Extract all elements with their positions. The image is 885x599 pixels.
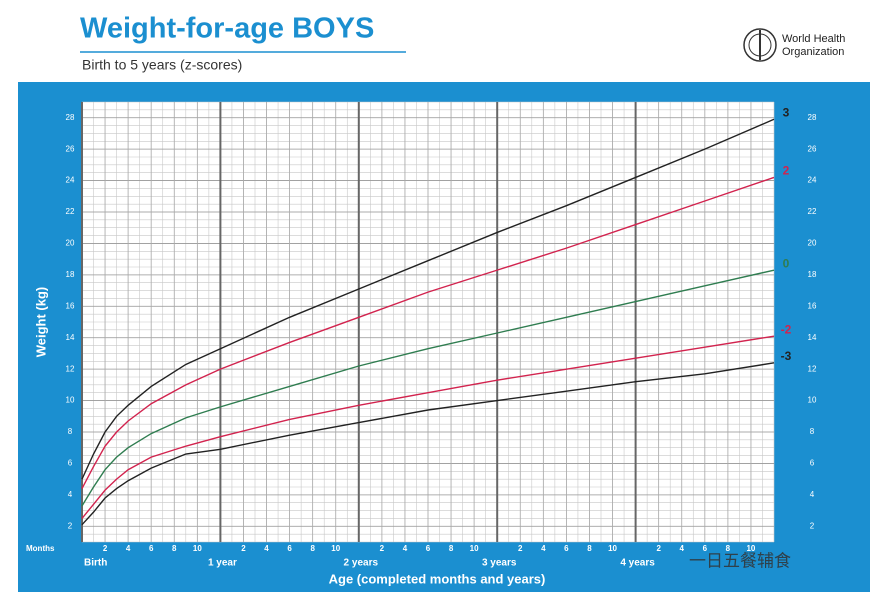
y-tick-label: 24: [808, 176, 817, 185]
series-line: [81, 362, 775, 526]
x-tick-label: 8: [587, 544, 592, 553]
x-tick-label: 2: [241, 544, 246, 553]
y-tick-label: 2: [68, 521, 73, 530]
y-tick-label: 22: [808, 207, 817, 216]
x-tick-label: 1 year: [208, 558, 237, 569]
who-logo: World Health Organization: [743, 28, 845, 62]
y-tick-label: 10: [66, 396, 75, 405]
series-line: [81, 269, 775, 507]
logo-text: Organization: [782, 46, 844, 58]
x-tick-label: Birth: [84, 558, 107, 569]
x-tick-label: 8: [449, 544, 454, 553]
x-tick-label: 4: [680, 544, 685, 553]
y-tick-label: 18: [66, 270, 75, 279]
y-tick-label: 22: [66, 207, 75, 216]
series-label: -3: [781, 349, 792, 363]
series-line: [81, 118, 775, 480]
x-tick-label: 6: [426, 544, 431, 553]
x-tick-label: 6: [564, 544, 569, 553]
y-tick-label: 26: [66, 144, 75, 153]
x-tick-label: 2: [103, 544, 108, 553]
x-tick-label: 4: [126, 544, 131, 553]
x-axis-label: Age (completed months and years): [329, 571, 546, 586]
x-tick-label: 8: [310, 544, 315, 553]
series-line: [81, 335, 775, 519]
y-tick-label: 16: [66, 301, 75, 310]
x-tick-label: 10: [470, 544, 479, 553]
x-tick-label: 4: [403, 544, 408, 553]
x-tick-label: 6: [149, 544, 154, 553]
y-tick-label: 18: [808, 270, 817, 279]
watermark: 一日五餐辅食: [689, 551, 791, 570]
y-tick-label: 14: [66, 333, 75, 342]
y-tick-label: 28: [66, 113, 75, 122]
x-tick-label: 10: [193, 544, 202, 553]
y-tick-label: 12: [808, 364, 817, 373]
x-tick-label: 4 years: [620, 558, 655, 569]
x-tick-label: 4: [264, 544, 269, 553]
x-tick-label: 2: [380, 544, 385, 553]
x-unit-label: Months: [26, 544, 55, 553]
x-tick-label: 6: [703, 544, 708, 553]
y-tick-label: 4: [68, 490, 73, 499]
y-tick-label: 6: [810, 459, 815, 468]
y-tick-label: 8: [68, 427, 73, 436]
y-tick-label: 26: [808, 144, 817, 153]
x-tick-label: 6: [287, 544, 292, 553]
y-tick-label: 20: [808, 239, 817, 248]
x-tick-label: 10: [746, 544, 755, 553]
series-line: [81, 176, 775, 489]
y-tick-label: 20: [66, 239, 75, 248]
x-tick-label: 8: [726, 544, 731, 553]
series-label: -2: [781, 322, 792, 336]
chart-title: Weight-for-age BOYS: [80, 13, 374, 45]
x-tick-label: 10: [331, 544, 340, 553]
x-tick-label: 10: [608, 544, 617, 553]
y-tick-label: 16: [808, 301, 817, 310]
y-tick-label: 8: [810, 427, 815, 436]
x-tick-label: 2 years: [344, 558, 379, 569]
y-tick-label: 24: [66, 176, 75, 185]
x-tick-label: 3 years: [482, 558, 517, 569]
y-tick-label: 14: [808, 333, 817, 342]
chart-subtitle: Birth to 5 years (z-scores): [82, 57, 242, 73]
y-tick-label: 2: [810, 521, 815, 530]
series-label: 0: [783, 256, 790, 270]
y-tick-label: 12: [66, 364, 75, 373]
y-tick-label: 4: [810, 490, 815, 499]
series-label: 3: [783, 105, 790, 119]
x-tick-label: 2: [656, 544, 661, 553]
y-tick-label: 6: [68, 459, 73, 468]
x-tick-label: 2: [518, 544, 523, 553]
x-tick-label: 4: [541, 544, 546, 553]
series-label: 2: [783, 164, 790, 178]
y-tick-label: 10: [808, 396, 817, 405]
logo-text: World Health: [782, 33, 845, 45]
x-tick-label: 8: [172, 544, 177, 553]
y-axis-label: Weight (kg): [33, 287, 48, 358]
y-tick-label: 28: [808, 113, 817, 122]
